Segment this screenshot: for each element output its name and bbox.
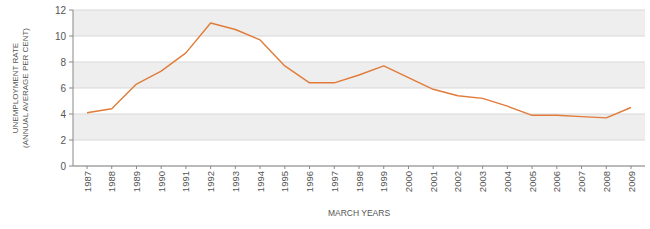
x-tick-label: 1993: [230, 171, 241, 192]
x-tick-label: 1992: [205, 171, 216, 192]
grid-line: [73, 36, 645, 37]
y-tick: [69, 10, 73, 11]
x-tick-label: 2007: [576, 171, 587, 192]
grid-band: [73, 36, 645, 62]
y-tick-label: 4: [60, 109, 66, 120]
x-tick-label: 1989: [131, 171, 142, 192]
y-tick-label: 10: [55, 31, 67, 42]
x-tick: [556, 166, 557, 169]
x-tick-label: 2002: [452, 171, 463, 192]
x-tick-label: 1994: [255, 171, 266, 192]
x-tick: [631, 166, 632, 169]
x-tick-label: 1999: [378, 171, 389, 192]
x-tick: [482, 166, 483, 169]
grid-band: [73, 88, 645, 114]
x-tick: [383, 166, 384, 169]
x-tick: [457, 166, 458, 169]
x-tick-label: 1987: [82, 171, 93, 192]
grid-line: [73, 88, 645, 89]
x-tick-label: 2009: [626, 171, 637, 192]
x-tick: [161, 166, 162, 169]
x-tick: [210, 166, 211, 169]
x-tick: [359, 166, 360, 169]
grid-band: [73, 10, 645, 36]
x-tick: [136, 166, 137, 169]
y-axis-label: UNEMPLOYMENT RATE: [11, 43, 20, 133]
x-tick-label: 2004: [502, 171, 513, 192]
x-tick-label: 1990: [156, 171, 167, 192]
y-axis-label: (ANNUAL AVERAGE PER CENT): [21, 28, 30, 148]
y-tick: [69, 36, 73, 37]
x-tick: [507, 166, 508, 169]
x-tick: [111, 166, 112, 169]
x-tick-label: 1996: [304, 171, 315, 192]
x-tick-label: 1988: [106, 171, 117, 192]
y-tick-label: 6: [60, 83, 66, 94]
x-tick-label: 1998: [354, 171, 365, 192]
x-tick: [260, 166, 261, 169]
chart-root: 0 2 4 6 8 10 12 1987 1988 1989 1990 1991 1992 1993 199…: [0, 0, 650, 229]
y-tick-label: 12: [55, 5, 67, 16]
x-tick: [581, 166, 582, 169]
x-tick-label: 1991: [180, 171, 191, 192]
x-tick-label: 1997: [329, 171, 340, 192]
x-tick: [606, 166, 607, 169]
y-tick-label: 8: [60, 57, 66, 68]
x-axis-label: MARCH YEARS: [328, 208, 391, 218]
y-axis: [73, 10, 74, 166]
x-tick: [334, 166, 335, 169]
grid-line: [73, 140, 645, 141]
x-tick-label: 1995: [279, 171, 290, 192]
grid-band: [73, 140, 645, 166]
x-tick: [185, 166, 186, 169]
x-tick-label: 2005: [527, 171, 538, 192]
y-tick: [69, 62, 73, 63]
x-tick-label: 2000: [403, 171, 414, 192]
grid-line: [73, 10, 645, 11]
x-tick: [532, 166, 533, 169]
y-tick: [69, 140, 73, 141]
x-tick-label: 2008: [601, 171, 612, 192]
x-tick: [433, 166, 434, 169]
y-tick: [69, 166, 73, 167]
grid-line: [73, 114, 645, 115]
grid-line: [73, 62, 645, 63]
x-tick: [408, 166, 409, 169]
y-tick-label: 2: [60, 135, 66, 146]
chart: 0 2 4 6 8 10 12 1987 1988 1989 1990 1991 1992 1993 199…: [0, 0, 650, 229]
x-tick: [87, 166, 88, 169]
y-tick-label: 0: [60, 161, 66, 172]
y-tick: [69, 88, 73, 89]
plot-area: [87, 23, 631, 118]
x-tick-label: 2001: [428, 171, 439, 192]
x-tick: [309, 166, 310, 169]
y-tick: [69, 114, 73, 115]
x-tick: [235, 166, 236, 169]
series-line: [87, 23, 631, 118]
grid-band: [73, 114, 645, 140]
x-tick-label: 2006: [551, 171, 562, 192]
x-tick: [284, 166, 285, 169]
x-tick-label: 2003: [477, 171, 488, 192]
